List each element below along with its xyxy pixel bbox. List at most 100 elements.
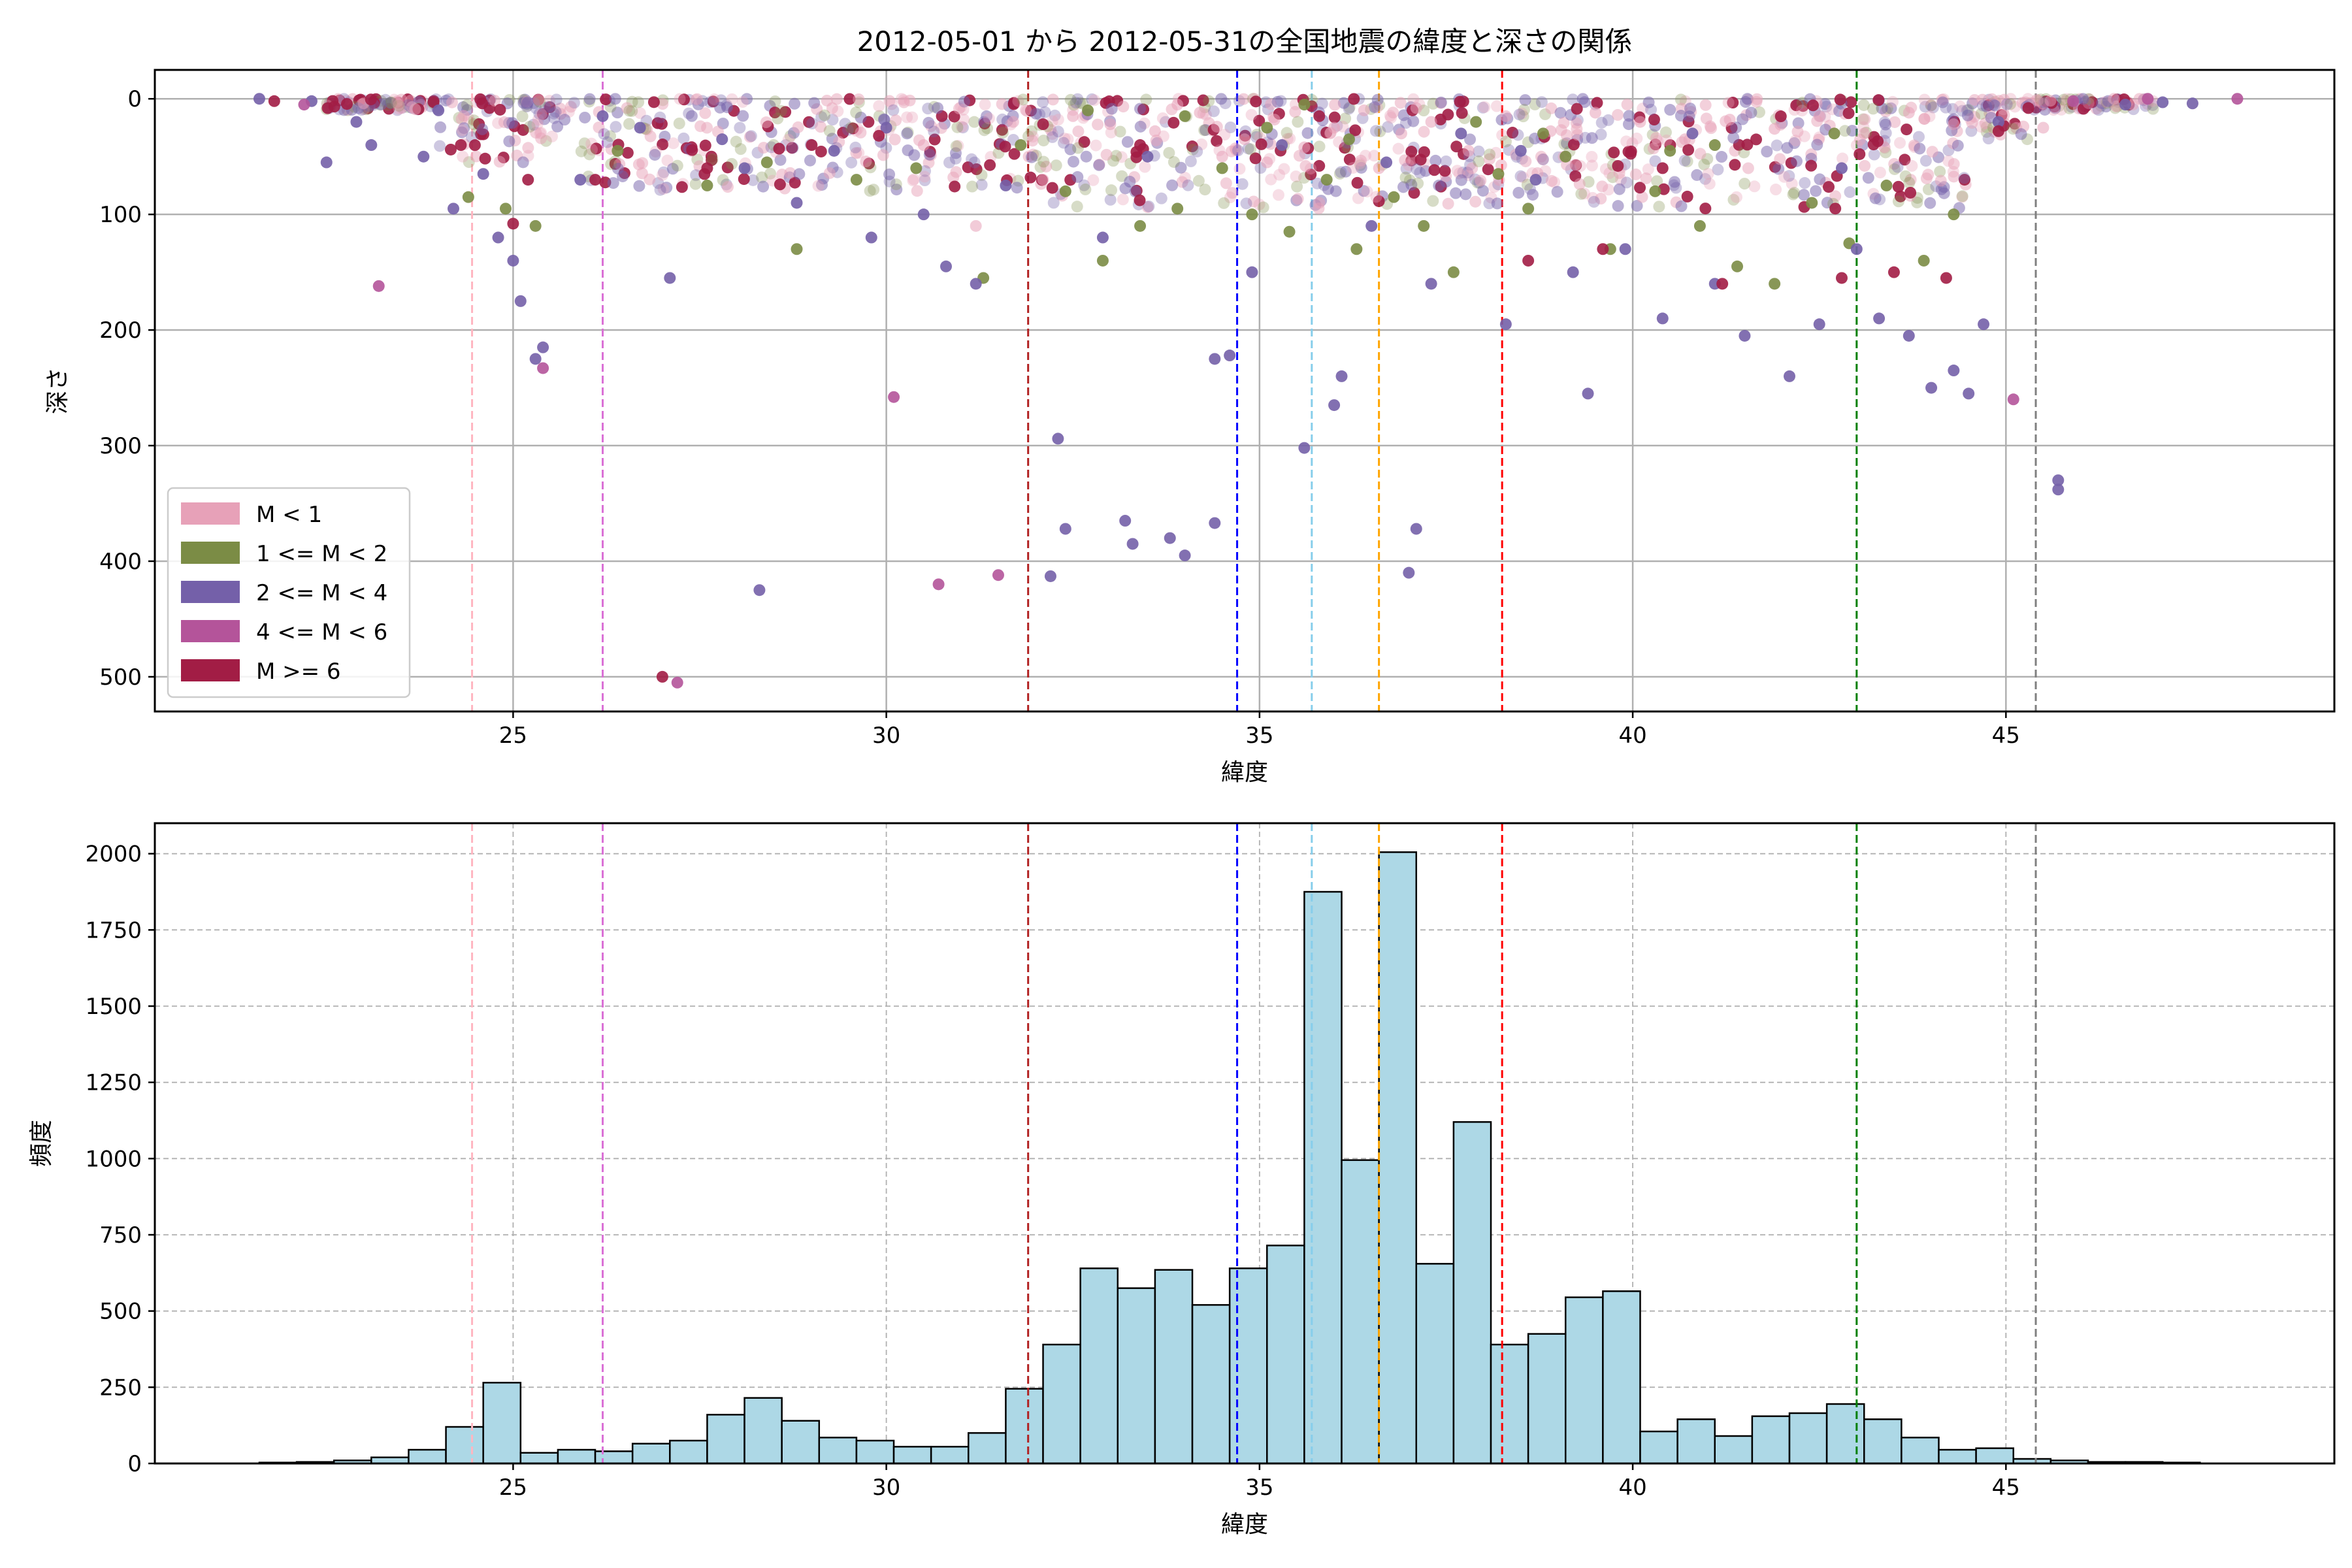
scatter-point-band	[1400, 163, 1413, 175]
scatter-point-band	[1245, 108, 1258, 121]
scatter-point-band	[919, 165, 932, 177]
scatter-point-band	[864, 185, 876, 197]
scatter-point-band	[996, 113, 1009, 125]
scatter-point-band	[1264, 138, 1277, 150]
legend-label: 4 <= M < 6	[256, 619, 387, 645]
scatter-point	[447, 203, 459, 215]
legend-label: M >= 6	[256, 659, 341, 685]
scatter-point	[1082, 104, 1094, 116]
scatter-point-band	[1919, 101, 1931, 113]
scatter-point-band	[730, 135, 742, 148]
scatter-point	[1686, 127, 1699, 140]
scatter-point	[1903, 329, 1915, 342]
scatter-point-band	[1440, 155, 1452, 167]
scatter-point-band	[1442, 197, 1454, 210]
scatter-point-band	[1182, 179, 1194, 191]
scatter-point	[917, 139, 930, 152]
scatter-point-band	[2044, 95, 2057, 107]
histogram-y-tick-label: 500	[99, 1299, 142, 1325]
scatter-point-band	[1613, 183, 1625, 195]
scatter-point	[1462, 144, 1475, 157]
scatter-point-band	[1681, 190, 1693, 203]
scatter-point-band	[1642, 163, 1654, 176]
scatter-point-band	[823, 167, 836, 179]
legend-label: M < 1	[256, 502, 322, 528]
histogram-bar	[781, 1420, 821, 1465]
scatter-point	[1328, 399, 1341, 412]
scatter-point-band	[1483, 153, 1495, 165]
scatter-point-band	[823, 125, 836, 137]
scatter-point-band	[1092, 118, 1104, 131]
scatter-point-band	[1722, 97, 1735, 109]
scatter-point-band	[1414, 154, 1427, 166]
scatter-point-band	[1339, 165, 1352, 178]
scatter-point-band	[546, 130, 558, 142]
scatter-point-band	[1454, 95, 1466, 108]
scatter-point-band	[873, 100, 885, 112]
scatter-grid	[155, 70, 2334, 711]
scatter-point-band	[575, 145, 587, 157]
scatter-point-band	[1218, 197, 1230, 209]
histogram-y-tick-label: 250	[99, 1375, 142, 1401]
scatter-point-band	[1558, 138, 1571, 150]
scatter-point	[850, 174, 862, 186]
scatter-point-band	[691, 93, 704, 105]
scatter-point-band	[1586, 159, 1598, 172]
scatter-point	[1499, 318, 1512, 331]
scatter-point-band	[1134, 194, 1146, 206]
scatter-point	[1134, 220, 1147, 232]
histogram-x-ticks: 25 30 35 40 45	[499, 1463, 2020, 1501]
scatter-point-band	[951, 121, 964, 133]
scatter-point-band	[928, 133, 941, 146]
scatter-point-band	[793, 168, 806, 180]
scatter-point	[701, 162, 713, 174]
scatter-point-band	[958, 95, 970, 108]
scatter-point-band	[1141, 201, 1154, 214]
scatter-point	[1769, 278, 1781, 290]
scatter-point-band	[1948, 157, 1960, 170]
scatter-point	[1589, 106, 1601, 119]
scatter-point	[1499, 110, 1512, 122]
scatter-point-band	[1316, 97, 1328, 110]
scatter-point	[477, 168, 489, 180]
scatter-point	[514, 295, 527, 307]
scatter-point-band	[1956, 190, 1968, 203]
scatter-point-band	[1134, 103, 1147, 115]
scatter-point-band	[849, 141, 862, 154]
scatter-point-band	[674, 93, 686, 105]
scatter-point-band	[1339, 112, 1352, 125]
scatter-point-band	[815, 121, 827, 133]
scatter-point	[1731, 260, 1744, 272]
scatter-point-band	[1919, 155, 1932, 167]
scatter-point	[940, 260, 953, 272]
scatter-point-band	[1516, 107, 1528, 120]
scatter-point-band	[657, 98, 669, 110]
scatter-point-band	[968, 116, 981, 128]
histogram-bar	[1415, 1263, 1455, 1465]
histogram-bar	[519, 1452, 559, 1465]
histogram-x-tick-label: 25	[499, 1475, 527, 1501]
scatter-point-band	[1631, 132, 1643, 144]
scatter-point	[1276, 139, 1288, 152]
scatter-point-band	[1484, 148, 1496, 161]
scatter-point-band	[666, 163, 679, 175]
scatter-point-band	[726, 157, 738, 170]
scatter-point-band	[1527, 189, 1539, 201]
scatter-point-band	[1507, 127, 1519, 139]
histogram-bar	[445, 1426, 484, 1465]
scatter-point	[1948, 118, 1960, 131]
scatter-point-band	[907, 174, 919, 187]
scatter-point	[1769, 123, 1781, 135]
scatter-point	[492, 231, 504, 244]
scatter-point-band	[1168, 155, 1180, 168]
histogram-bar	[1639, 1430, 1678, 1465]
scatter-point-band	[1198, 124, 1211, 137]
scatter-point-band	[583, 93, 596, 105]
scatter-point-band	[476, 123, 489, 135]
scatter-point	[1716, 278, 1729, 290]
scatter-point	[372, 280, 385, 292]
scatter-point	[970, 278, 982, 290]
scatter-point-band	[890, 184, 903, 196]
histogram-y-ticks: 0 250 500 750 1000 1250 1500 1750 2000	[85, 841, 155, 1477]
scatter-point-band	[1512, 187, 1525, 199]
